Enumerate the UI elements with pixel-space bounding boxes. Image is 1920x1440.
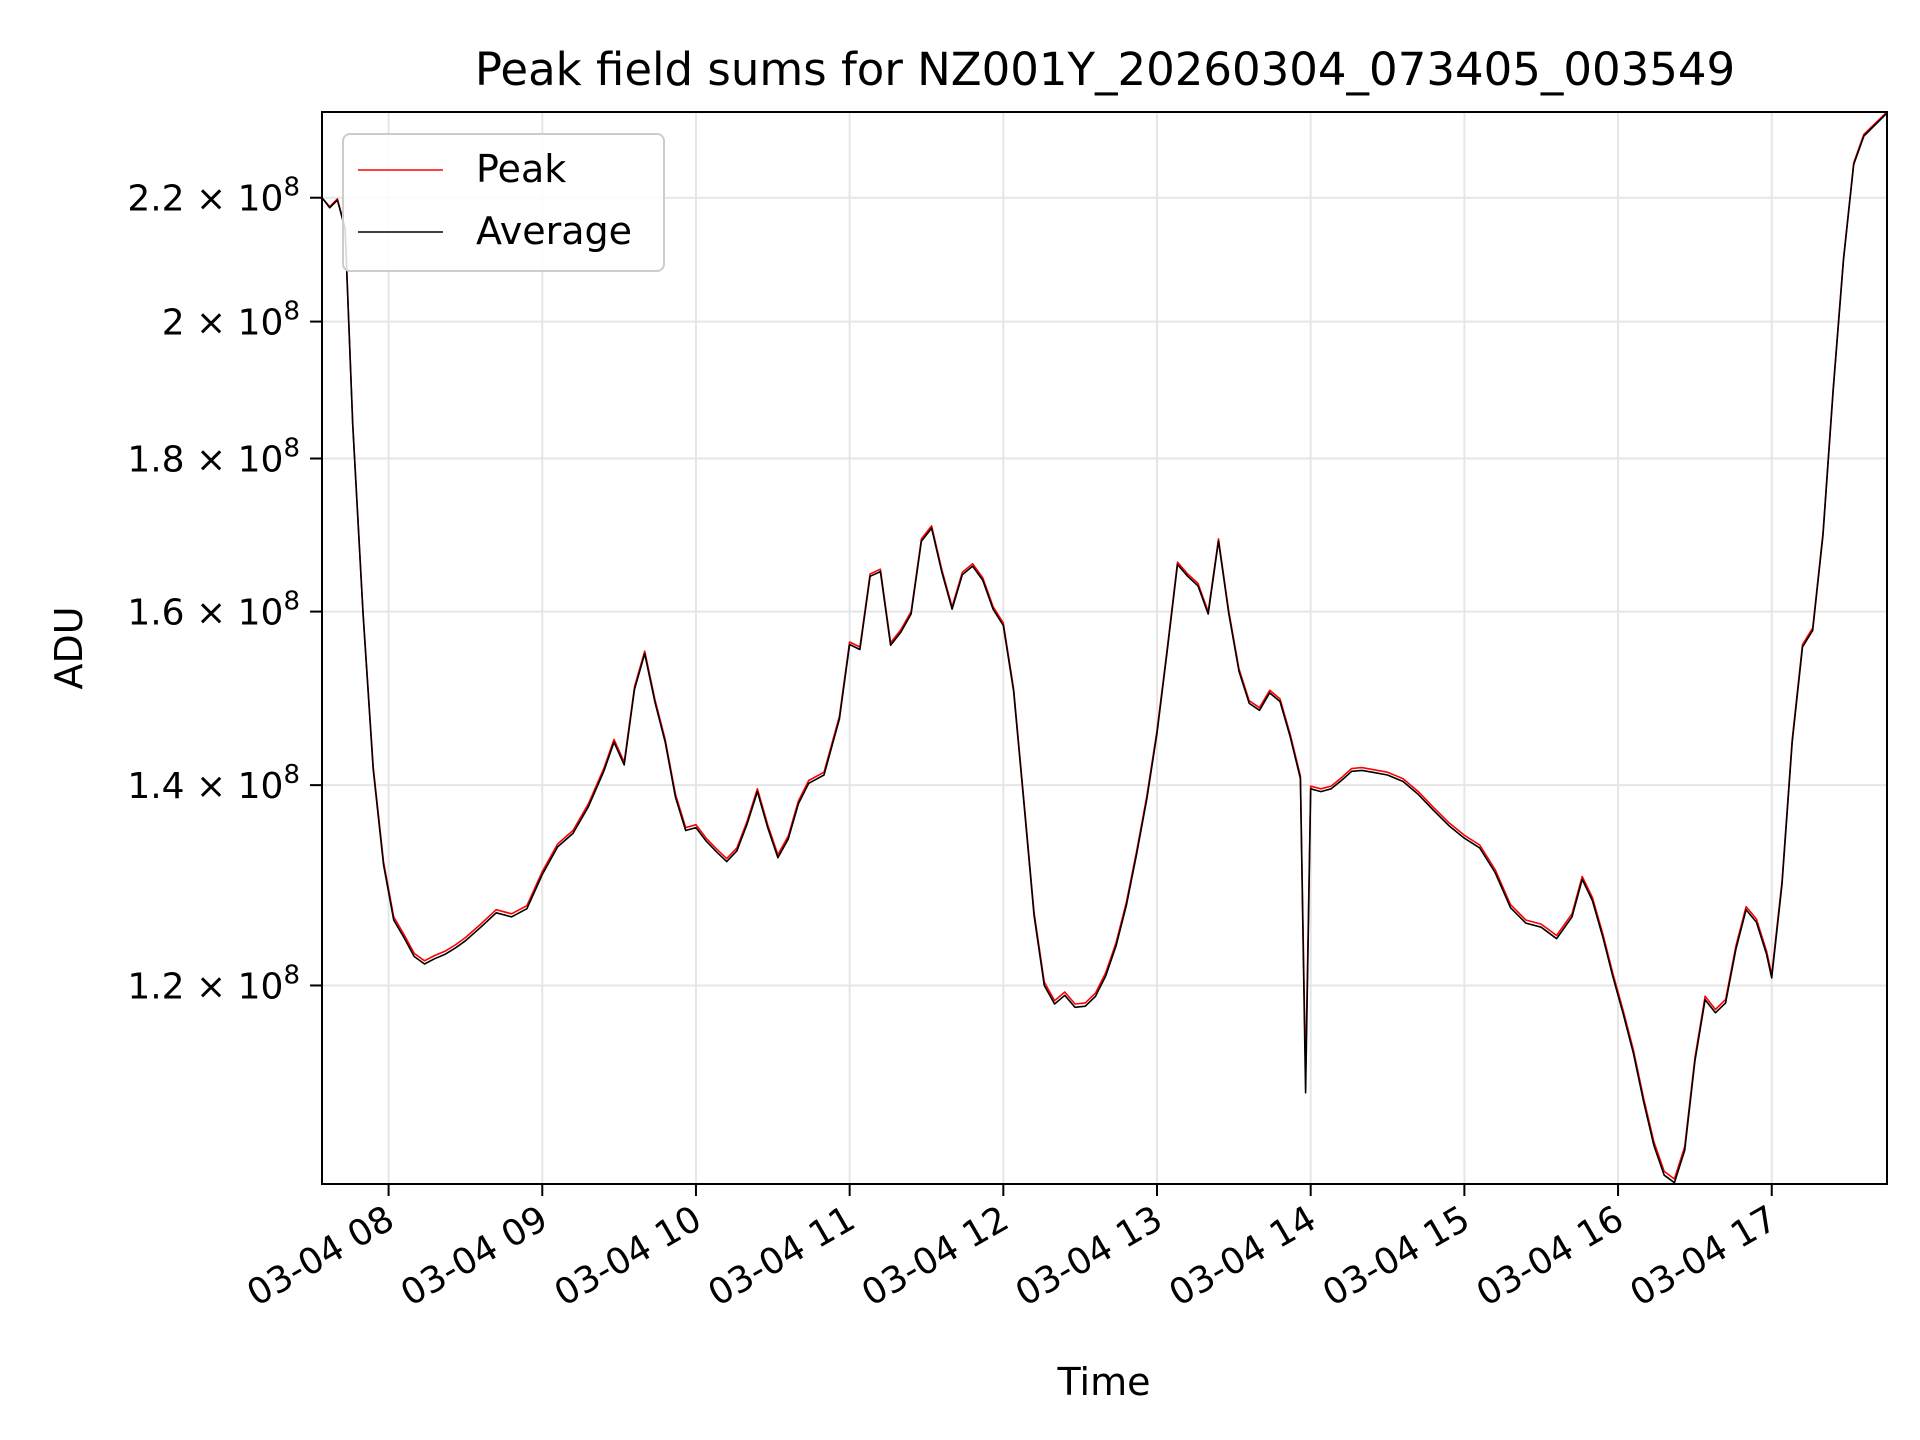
chart-title: Peak field sums for NZ001Y_20260304_0734… [475, 43, 1735, 96]
y-tick-label: 2 × 108 [162, 297, 300, 344]
legend: Peak Average [342, 133, 665, 272]
plot-area [321, 111, 1888, 1185]
y-tick-label: 1.6 × 108 [127, 587, 300, 634]
y-axis-label: ADU [47, 606, 91, 689]
y-axis: 1.2 × 108 1.4 × 108 1.6 × 108 1.8 × 108 2 × … [127, 173, 322, 1007]
legend-label-average: Average [476, 209, 632, 253]
plot-frame [321, 111, 1888, 1185]
legend-label-peak: Peak [476, 147, 566, 191]
y-tick-label: 2.2 × 108 [127, 173, 300, 220]
legend-box [342, 133, 665, 272]
series-layer [321, 111, 1888, 1184]
y-tick-label: 1.8 × 108 [127, 434, 300, 481]
y-tick-label: 1.2 × 108 [127, 960, 300, 1007]
y-tick-label: 1.4 × 108 [127, 760, 300, 807]
series-line-average [321, 112, 1888, 1184]
x-axis-label: Time [1057, 1360, 1151, 1404]
